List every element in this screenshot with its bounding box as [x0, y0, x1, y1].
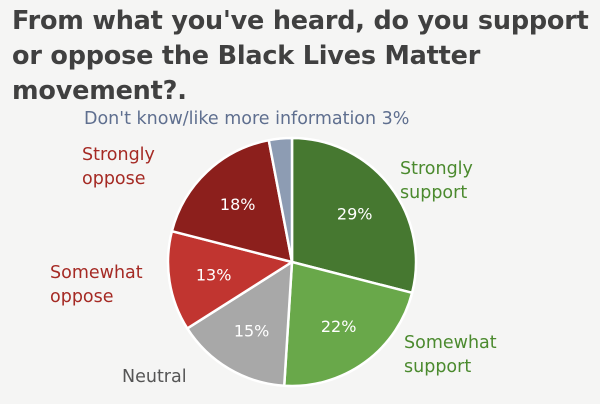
- pie-slice-0: [290, 136, 418, 295]
- pie-slice-5: [267, 136, 294, 264]
- pie-slice-1: [282, 260, 414, 388]
- slice-category-label-5: Don't know/like more information 3%: [84, 109, 409, 129]
- slice-value-labels: 29% 22% 15% 13% 18%: [196, 195, 373, 340]
- slice-category-label-4: Strongly oppose: [82, 145, 155, 189]
- slice-category-labels: Strongly support Somewhat support Neutral Som…: [50, 109, 497, 387]
- slice-value-label-4: 18%: [220, 195, 256, 214]
- pie-slice-4: [170, 138, 294, 264]
- slice-category-label-1: Somewhat support: [404, 333, 497, 377]
- slice-value-label-2: 15%: [234, 321, 270, 340]
- chart-title: From what you've heard, do you support o…: [12, 6, 589, 106]
- pie-slices: [166, 136, 418, 388]
- slice-value-label-0: 29%: [337, 204, 373, 223]
- slice-value-label-1: 22%: [321, 317, 357, 336]
- slice-value-label-3: 13%: [196, 265, 232, 284]
- pie-slice-2: [186, 260, 294, 388]
- slice-category-label-2: Neutral: [122, 367, 187, 387]
- pie-slice-3: [166, 229, 294, 330]
- slice-category-label-3: Somewhat oppose: [50, 263, 143, 307]
- slice-category-label-0: Strongly support: [400, 159, 473, 203]
